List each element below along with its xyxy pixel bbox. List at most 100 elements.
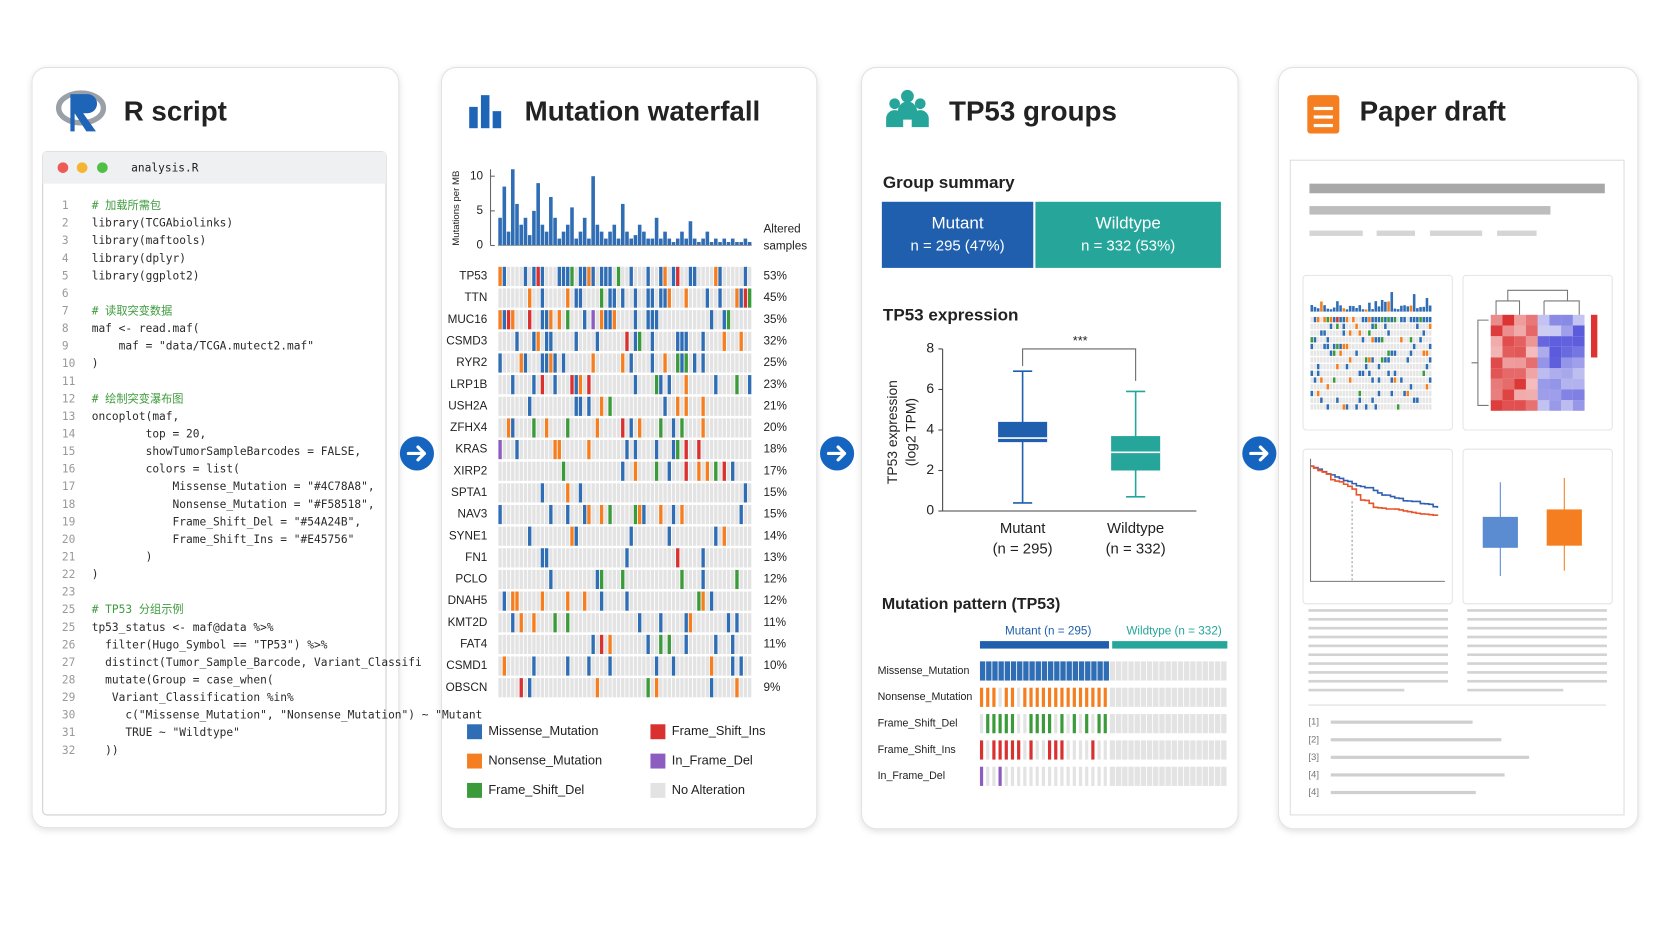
onco-cell: [663, 266, 667, 287]
pattern-cell: [1085, 740, 1089, 760]
onco-cell: [722, 504, 726, 525]
onco-cell: [718, 461, 722, 481]
onco-cell: [688, 418, 693, 438]
code-line: # 绘制突变瀑布图: [92, 391, 184, 405]
thumb-cell: [1352, 370, 1355, 377]
pattern-cell: [1085, 714, 1089, 734]
onco-cell: [709, 504, 714, 525]
pattern-cell: [1196, 766, 1202, 786]
thumb-cell: [1412, 370, 1416, 377]
onco-cell: [731, 331, 735, 351]
reference-line: [1330, 790, 1476, 795]
onco-cell: [659, 353, 663, 373]
onco-cell: [663, 331, 667, 351]
thumb-cell: [1310, 323, 1314, 329]
onco-cell: [709, 634, 714, 655]
editor-header: [42, 151, 387, 184]
thumb-cell: [1374, 316, 1378, 323]
onco-cell: [574, 375, 578, 395]
onco-cell: [667, 656, 671, 676]
thumb-cell: [1329, 397, 1333, 403]
onco-cell: [680, 440, 684, 460]
heat-cell: [1537, 378, 1550, 390]
thumb-cell: [1409, 404, 1413, 410]
pattern-cell: [1165, 687, 1171, 707]
onco-cell: [680, 375, 684, 395]
onco-cell: [659, 375, 663, 395]
onco-cell: [595, 591, 600, 611]
onco-cell: [709, 526, 714, 546]
onco-cell: [642, 678, 646, 698]
onco-cell: [595, 656, 600, 676]
pattern-cell: [979, 740, 984, 760]
heat-cell: [1537, 357, 1550, 369]
code-line: Frame_Shift_Ins = "#E45756": [92, 533, 355, 546]
onco-cell: [735, 656, 739, 676]
onco-cell: [722, 396, 726, 416]
onco-cell: [599, 634, 604, 655]
onco-cell: [629, 375, 633, 395]
pattern-cell: [1017, 766, 1021, 786]
onco-cell: [667, 440, 671, 460]
onco-cell: [587, 483, 591, 503]
thumb-cell: [1384, 370, 1387, 377]
onco-cell: [578, 634, 583, 655]
onco-cell: [544, 440, 549, 460]
thumb-cell: [1345, 330, 1349, 336]
onco-cell: [646, 634, 650, 655]
thumb-cell: [1384, 330, 1387, 336]
pattern-cell: [998, 687, 1002, 707]
thumb-cell: [1403, 390, 1406, 397]
pattern-cell: [1214, 687, 1221, 707]
thumb-cell: [1348, 404, 1352, 410]
thumb-cell: [1393, 363, 1397, 370]
onco-cell: [506, 331, 511, 351]
onco-cell: [506, 526, 511, 546]
onco-cell: [637, 288, 642, 308]
onco-cell: [587, 613, 591, 633]
onco-cell: [629, 569, 633, 590]
onco-cell: [688, 310, 693, 330]
thumb-cell: [1396, 350, 1400, 356]
gene-label: SPTA1: [451, 486, 487, 499]
onco-cell: [709, 569, 714, 590]
heat-cell: [1549, 368, 1562, 379]
line-number: 30: [62, 709, 76, 722]
onco-cell: [692, 418, 697, 438]
pattern-cell: [986, 766, 990, 786]
onco-cell: [697, 440, 701, 460]
thumb-cell: [1352, 357, 1355, 363]
onco-cell: [663, 483, 667, 503]
thumb-cell: [1371, 377, 1374, 383]
thumb-cell: [1355, 316, 1358, 323]
onco-cell: [595, 288, 600, 308]
pattern-cell: [1097, 714, 1101, 734]
onco-cell: [667, 331, 671, 351]
onco-cell: [506, 483, 511, 503]
onco-cell: [726, 526, 731, 546]
thumb-cell: [1416, 316, 1419, 323]
thumb-cell: [1425, 370, 1429, 377]
onco-cell: [629, 613, 633, 633]
section-title: Mutation pattern (TP53): [882, 596, 1061, 613]
heat-cell: [1502, 368, 1515, 379]
burden-bar: [701, 238, 705, 246]
burden-bar: [633, 235, 638, 246]
thumb-cell: [1412, 316, 1416, 323]
onco-cell: [743, 375, 748, 395]
pattern-cell: [1165, 740, 1171, 760]
thumb-cell: [1428, 316, 1432, 323]
pattern-cell: [1078, 740, 1083, 760]
thumb-cell: [1409, 350, 1413, 356]
onco-cell: [574, 288, 578, 308]
onco-cell: [684, 613, 688, 633]
thumb-cell: [1393, 343, 1397, 350]
heat-cell: [1490, 346, 1503, 358]
thumb-cell: [1377, 404, 1381, 410]
onco-cell: [701, 288, 705, 308]
onco-cell: [553, 613, 557, 633]
onco-cell: [731, 266, 735, 287]
onco-cell: [502, 418, 507, 438]
thumb-cell: [1323, 350, 1326, 356]
onco-cell: [684, 634, 688, 655]
